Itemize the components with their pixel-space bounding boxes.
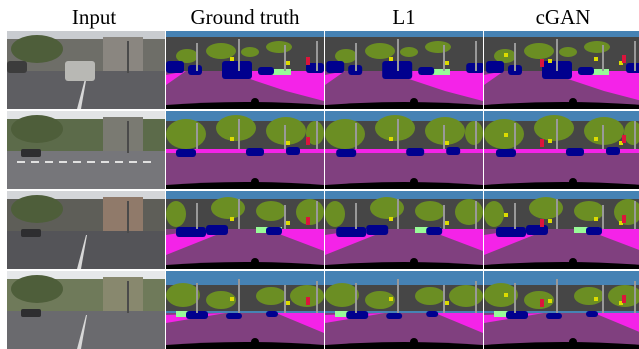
segmentation-map xyxy=(325,191,483,269)
segmentation-map xyxy=(166,31,324,109)
gt-image-row-2 xyxy=(166,111,324,189)
column-title-l1: L1 xyxy=(392,5,416,29)
gt-image-row-4 xyxy=(166,271,324,349)
segmentation-map xyxy=(166,191,324,269)
gt-image-row-1 xyxy=(166,31,324,109)
segmentation-map xyxy=(484,111,639,189)
street-photo xyxy=(7,191,165,269)
input-image-row-3 xyxy=(7,191,165,269)
input-image-row-4 xyxy=(7,271,165,349)
segmentation-map xyxy=(484,271,639,349)
segmentation-map xyxy=(325,31,483,109)
image-grid xyxy=(7,31,639,349)
segmentation-map xyxy=(325,271,483,349)
segmentation-map xyxy=(484,191,639,269)
street-photo xyxy=(7,271,165,349)
input-image-row-2 xyxy=(7,111,165,189)
street-photo xyxy=(7,31,165,109)
segmentation-map xyxy=(325,111,483,189)
figure-header: Input Ground truth L1 cGAN xyxy=(0,4,639,32)
cgan-image-row-4 xyxy=(484,271,639,349)
cgan-image-row-1 xyxy=(484,31,639,109)
gt-image-row-3 xyxy=(166,191,324,269)
l1-image-row-2 xyxy=(325,111,483,189)
column-title-cgan: cGAN xyxy=(535,5,591,29)
street-photo xyxy=(7,111,165,189)
column-title-input: Input xyxy=(71,5,117,29)
segmentation-map xyxy=(166,271,324,349)
cgan-image-row-2 xyxy=(484,111,639,189)
segmentation-map xyxy=(484,31,639,109)
l1-image-row-4 xyxy=(325,271,483,349)
l1-image-row-1 xyxy=(325,31,483,109)
input-image-row-1 xyxy=(7,31,165,109)
column-title-ground-truth: Ground truth xyxy=(190,5,300,29)
cgan-image-row-3 xyxy=(484,191,639,269)
segmentation-map xyxy=(166,111,324,189)
l1-image-row-3 xyxy=(325,191,483,269)
